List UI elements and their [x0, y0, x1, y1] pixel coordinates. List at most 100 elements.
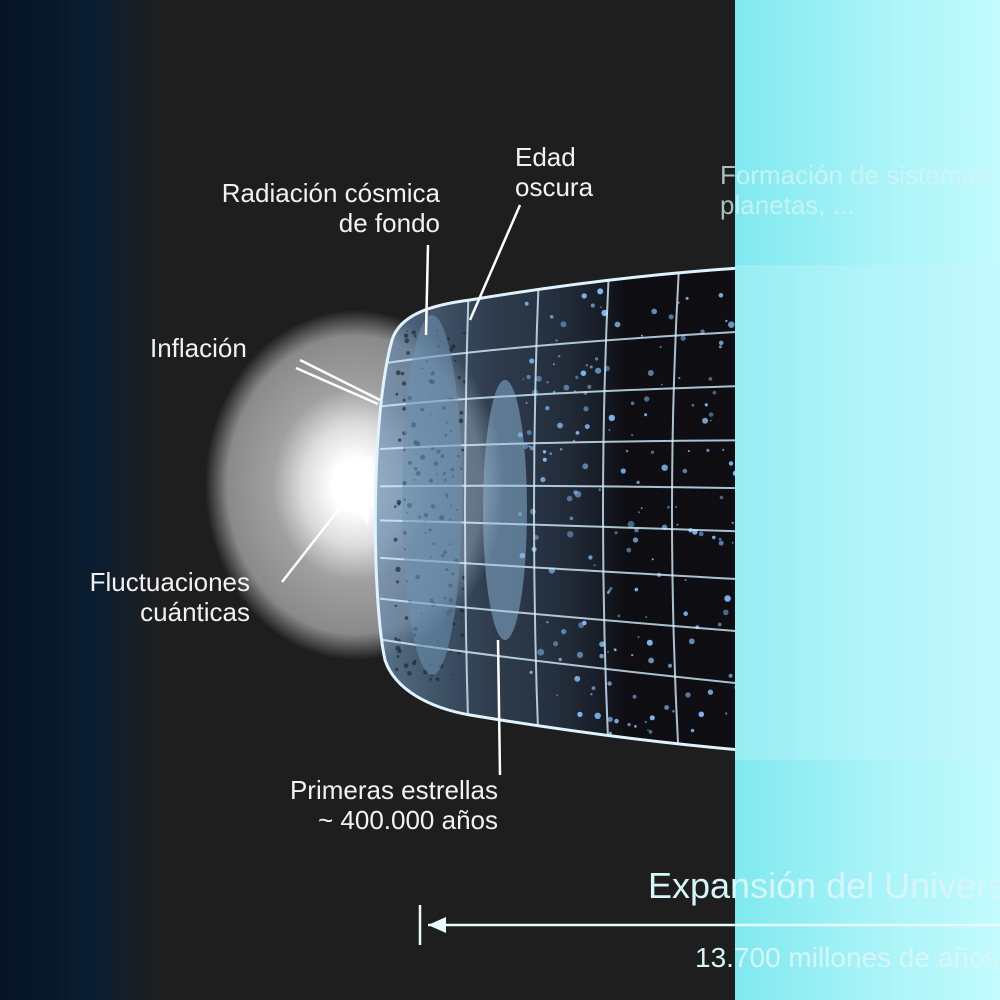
star-dot — [563, 384, 570, 391]
star-dot — [540, 477, 546, 483]
star-dot — [644, 720, 647, 724]
star-dot — [675, 505, 678, 509]
star-dot — [608, 414, 615, 422]
timeline-arrow — [418, 905, 1000, 945]
cmb-speckle — [457, 375, 461, 379]
star-dot — [728, 461, 734, 466]
star-dot — [659, 345, 662, 348]
star-dot — [556, 694, 558, 697]
cmb-speckle — [449, 347, 454, 352]
cmb-speckle — [396, 580, 400, 584]
grid-line-vertical — [464, 265, 471, 760]
star-dot — [677, 301, 680, 304]
star-dot — [608, 429, 611, 431]
star-dot — [558, 355, 561, 358]
star-dot — [594, 712, 601, 719]
cmb-speckle — [394, 637, 398, 641]
formation-label: Formación de sistemas planetas, ... — [720, 160, 990, 220]
star-dot — [634, 587, 639, 592]
star-dot — [702, 417, 709, 424]
star-dot — [704, 403, 708, 407]
star-dot — [591, 686, 596, 690]
star-dot — [584, 424, 590, 430]
cmb-speckle — [400, 371, 405, 376]
first-stars-band — [483, 380, 527, 640]
star-dot — [718, 340, 724, 346]
cmb-speckle — [395, 370, 401, 376]
star-dot — [684, 579, 687, 581]
star-dot — [651, 308, 657, 315]
star-dot — [676, 523, 679, 526]
age-label-text: 13.700 millones de años — [695, 942, 999, 973]
formation-label-line2: planetas, ... — [720, 190, 855, 220]
cmb-speckle — [402, 406, 406, 411]
star-dot — [718, 540, 724, 546]
star-dot — [573, 490, 578, 495]
star-dot — [524, 301, 529, 306]
star-dot — [599, 653, 604, 659]
cmb-speckle — [429, 677, 432, 681]
cmb-speckle — [454, 359, 457, 362]
star-dot — [718, 345, 722, 349]
cmb-label: Radiación cósmica de fondo — [140, 178, 440, 238]
star-dot — [529, 358, 535, 364]
star-dot — [519, 552, 526, 559]
star-dot — [646, 639, 653, 646]
star-dot — [664, 705, 669, 710]
star-dot — [648, 657, 654, 664]
cmb-speckle — [460, 633, 465, 638]
star-dot — [719, 495, 724, 500]
star-dot — [640, 507, 643, 510]
star-dot — [644, 396, 650, 402]
star-dot — [552, 363, 555, 366]
cmb-speckle — [407, 671, 412, 676]
star-dot — [614, 718, 619, 724]
star-dot — [589, 365, 593, 369]
star-dot — [608, 589, 611, 592]
left-dark-edge — [0, 0, 160, 1000]
star-dot — [650, 450, 655, 454]
star-dot — [631, 653, 634, 657]
first-stars-label-line2: ~ 400.000 años — [318, 805, 498, 835]
star-dot — [526, 374, 531, 380]
star-dot — [576, 651, 584, 659]
star-dot — [661, 464, 668, 471]
star-dot — [647, 729, 649, 731]
star-dot — [630, 401, 635, 406]
star-dot — [632, 537, 639, 543]
star-dot — [558, 657, 562, 662]
star-dot — [598, 488, 602, 492]
age-label: 13.700 millones de años — [695, 942, 1000, 974]
star-dot — [667, 505, 670, 509]
dark-age-label-line2: oscura — [515, 172, 594, 202]
formation-label-line1: Formación de sistemas — [720, 160, 989, 190]
star-dot — [627, 722, 631, 727]
star-dot — [525, 401, 528, 404]
star-dot — [517, 432, 523, 438]
star-dot — [722, 448, 725, 451]
star-dot — [718, 537, 722, 541]
star-dot — [535, 375, 542, 382]
star-dot — [575, 431, 580, 435]
star-dot — [731, 521, 734, 524]
cmb-speckle — [460, 617, 463, 619]
star-dot — [725, 712, 728, 715]
star-dot — [529, 446, 535, 451]
star-dot — [614, 321, 621, 328]
star-dot — [620, 468, 626, 474]
star-dot — [728, 321, 735, 329]
inflation-label: Inflación — [150, 333, 247, 363]
star-dot — [607, 716, 613, 722]
star-dot — [712, 535, 716, 540]
star-dot — [542, 450, 547, 454]
cmb-speckle — [395, 566, 401, 573]
star-dot — [609, 586, 613, 590]
star-dot — [668, 314, 674, 320]
cmb-speckle — [459, 411, 464, 415]
star-dot — [526, 430, 532, 435]
star-dot — [607, 681, 612, 686]
star-dot — [661, 383, 663, 386]
star-dot — [523, 443, 529, 450]
grid-line-vertical — [533, 265, 541, 760]
star-dot — [678, 376, 681, 380]
